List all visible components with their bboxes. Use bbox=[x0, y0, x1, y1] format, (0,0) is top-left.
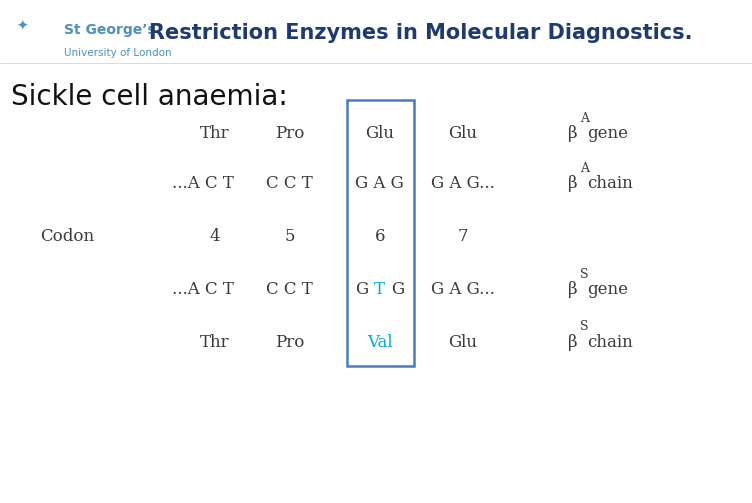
Text: 6: 6 bbox=[374, 228, 385, 245]
Text: Glu: Glu bbox=[448, 333, 477, 351]
Text: Pro: Pro bbox=[274, 333, 305, 351]
Text: ...A C T: ...A C T bbox=[172, 175, 234, 192]
Text: gene: gene bbox=[587, 281, 629, 298]
Bar bbox=[347, 100, 414, 366]
Text: Glu: Glu bbox=[448, 125, 477, 142]
Text: β: β bbox=[568, 333, 578, 351]
Text: ✦: ✦ bbox=[17, 20, 28, 34]
Text: Thr: Thr bbox=[199, 333, 229, 351]
Text: β: β bbox=[568, 281, 578, 298]
Text: chain: chain bbox=[587, 333, 633, 351]
Text: C C T: C C T bbox=[266, 175, 313, 192]
Text: University of London: University of London bbox=[64, 48, 171, 58]
Text: ...A C T: ...A C T bbox=[172, 281, 234, 298]
Text: Val: Val bbox=[367, 333, 393, 351]
Text: G A G: G A G bbox=[356, 175, 404, 192]
Text: β: β bbox=[568, 175, 578, 192]
Text: 7: 7 bbox=[457, 228, 468, 245]
Text: Glu: Glu bbox=[365, 125, 394, 142]
Text: T: T bbox=[374, 281, 385, 298]
Text: Pro: Pro bbox=[274, 125, 305, 142]
Text: gene: gene bbox=[587, 125, 629, 142]
Text: 5: 5 bbox=[284, 228, 295, 245]
Text: G A G...: G A G... bbox=[431, 281, 494, 298]
Text: S: S bbox=[580, 320, 588, 333]
Text: A: A bbox=[580, 162, 589, 175]
Text: G: G bbox=[391, 281, 405, 298]
Text: St George’s: St George’s bbox=[64, 23, 156, 37]
Text: Sickle cell anaemia:: Sickle cell anaemia: bbox=[11, 83, 288, 111]
Text: 4: 4 bbox=[209, 228, 220, 245]
Text: Thr: Thr bbox=[199, 125, 229, 142]
Text: Codon: Codon bbox=[41, 228, 95, 245]
Text: Restriction Enzymes in Molecular Diagnostics.: Restriction Enzymes in Molecular Diagnos… bbox=[150, 23, 693, 43]
Text: G A G...: G A G... bbox=[431, 175, 494, 192]
Text: C C T: C C T bbox=[266, 281, 313, 298]
Text: G: G bbox=[355, 281, 368, 298]
Text: chain: chain bbox=[587, 175, 633, 192]
Text: S: S bbox=[580, 268, 588, 281]
Text: A: A bbox=[580, 112, 589, 125]
Text: β: β bbox=[568, 125, 578, 142]
